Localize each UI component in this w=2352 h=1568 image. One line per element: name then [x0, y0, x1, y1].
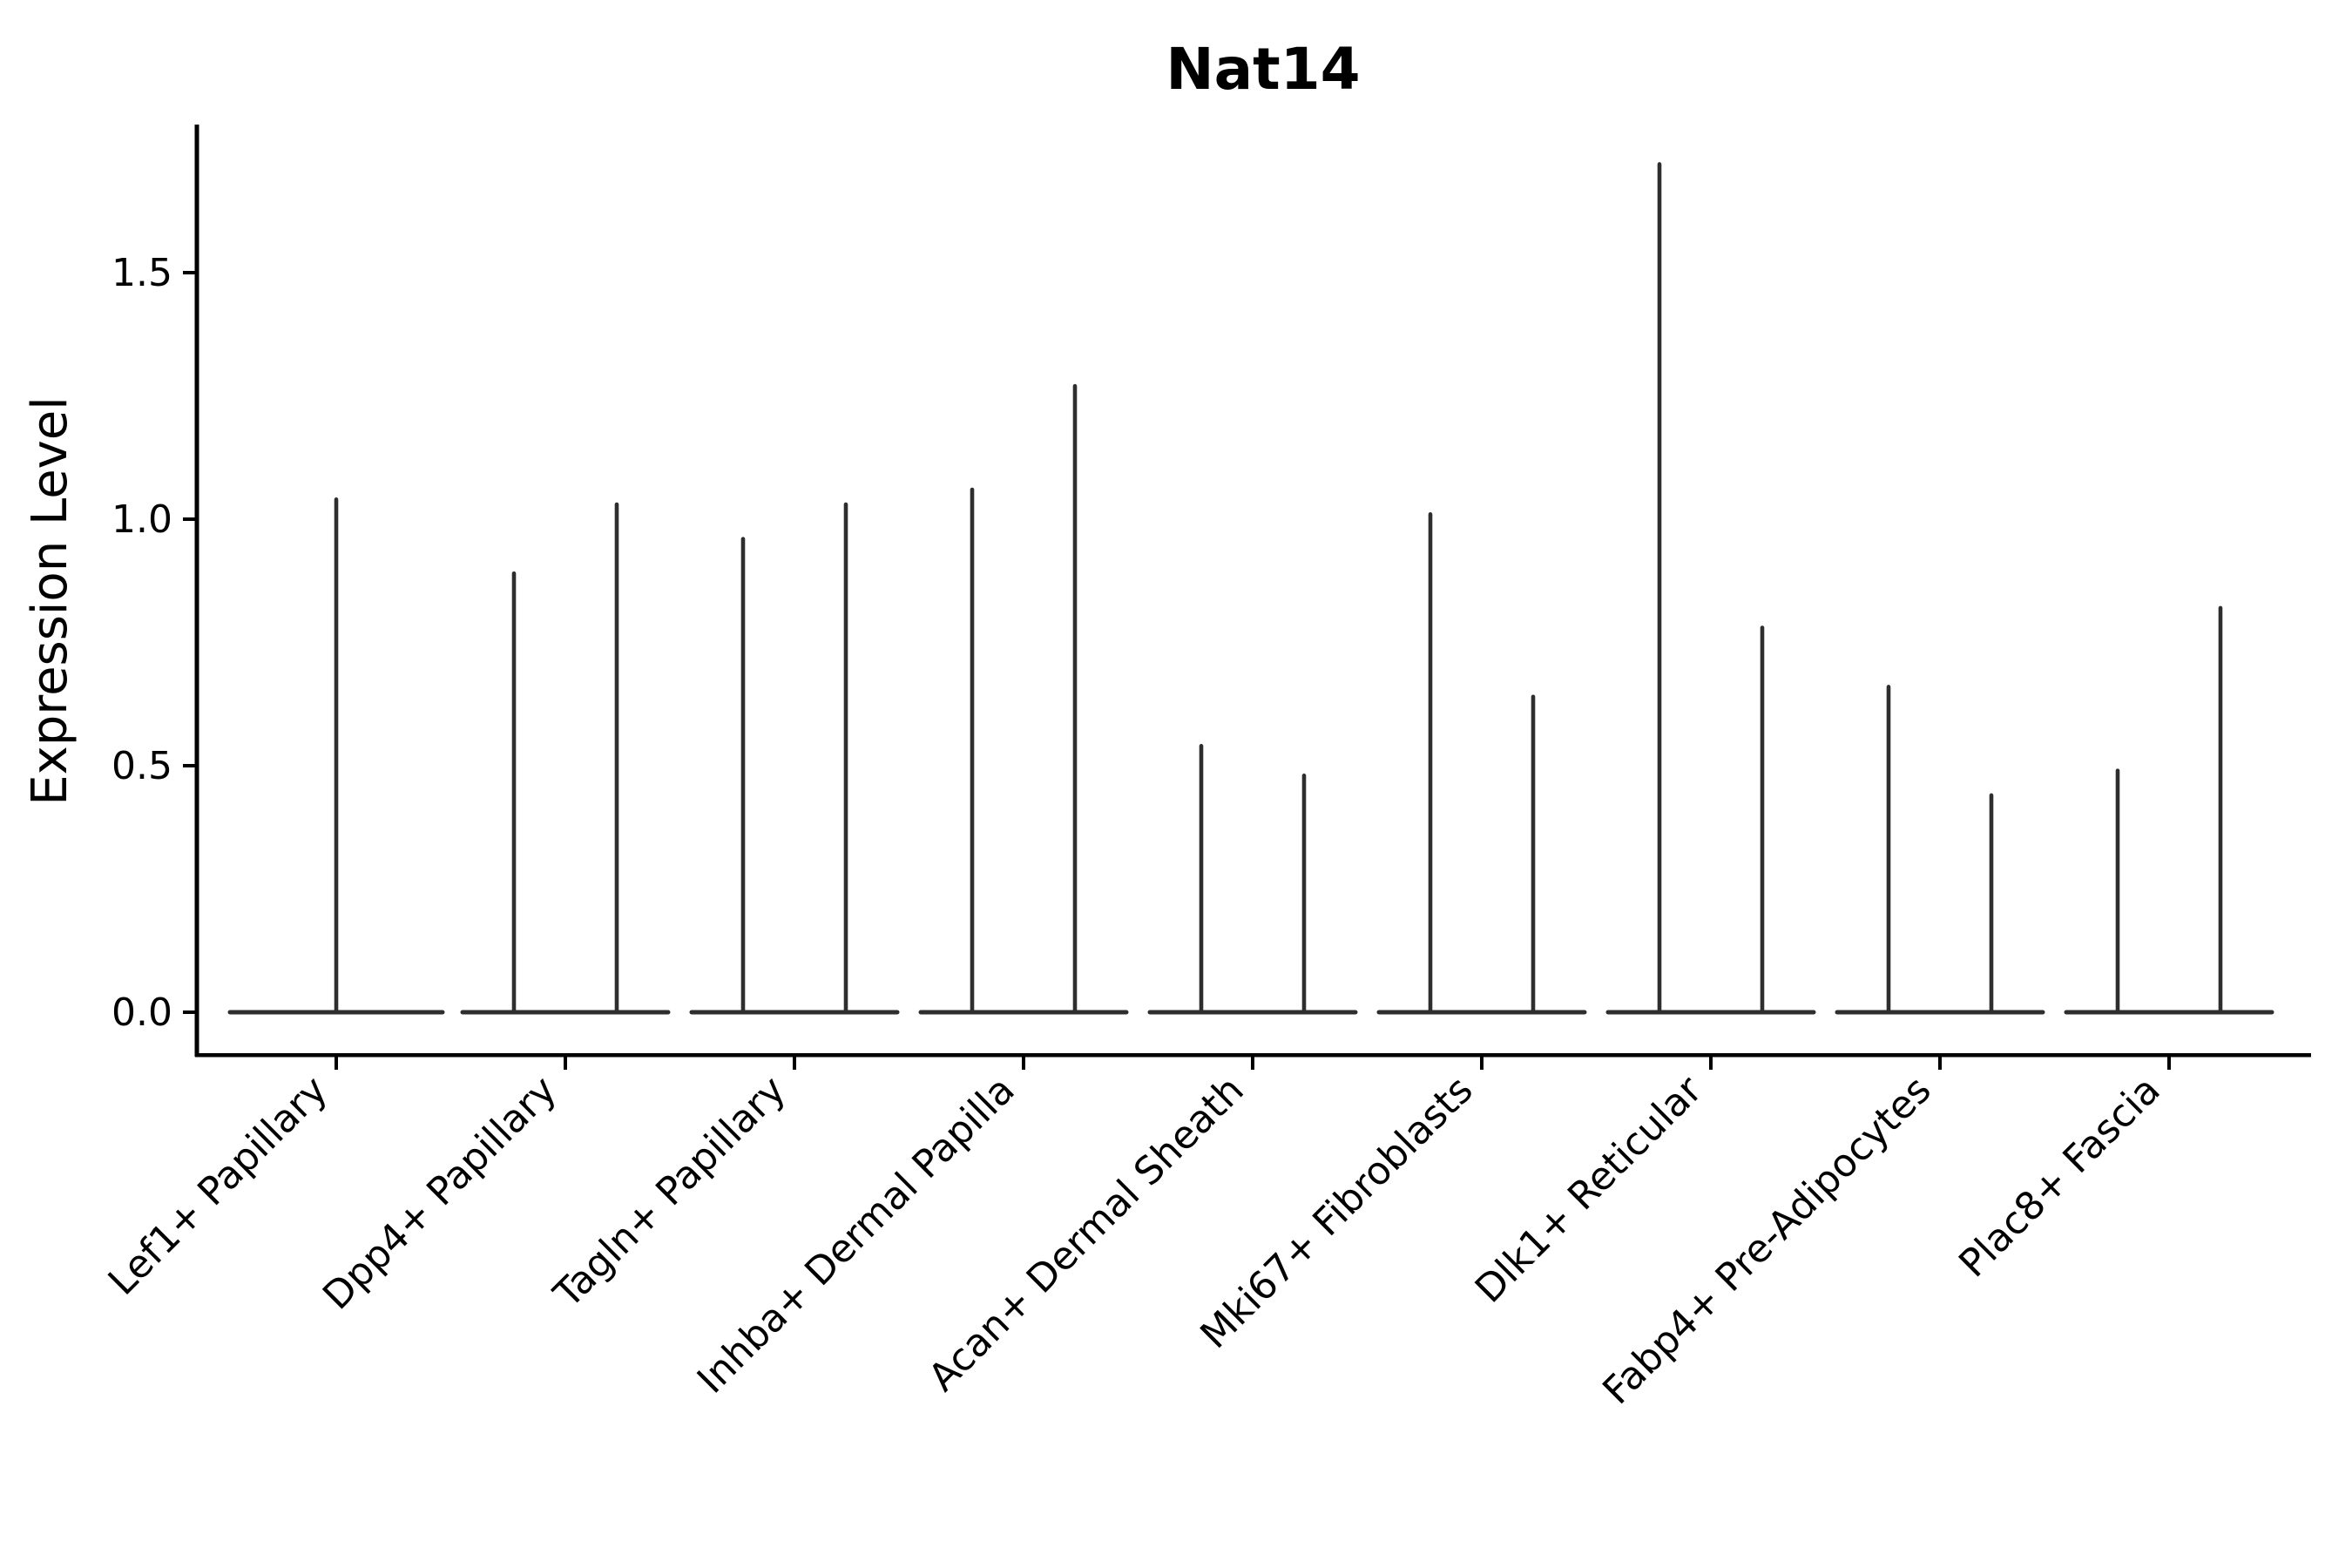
violin-group [1835, 685, 2045, 1015]
violin-group [689, 502, 900, 1015]
y-tick-label: 1.5 [112, 251, 172, 295]
y-tick-label: 0.0 [112, 990, 172, 1035]
x-tick-label: Lef1+ Papillary [100, 1068, 336, 1304]
chart-title: Nat14 [1166, 36, 1360, 103]
x-tick-label: Plac8+ Fascia [1950, 1068, 2169, 1287]
x-tick-label: Dlk1+ Reticular [1467, 1067, 1712, 1312]
violin-group [460, 502, 671, 1015]
violin-group [1147, 744, 1358, 1015]
y-axis: 0.0 0.5 1.0 1.5 [112, 251, 195, 1035]
y-tick-label: 1.0 [112, 497, 172, 542]
left-axis-spine [194, 125, 199, 1057]
violin-group [918, 383, 1129, 1015]
y-tick-label: 0.5 [112, 744, 172, 788]
violins-layer [227, 162, 2274, 1015]
bottom-axis-spine [195, 1053, 2311, 1058]
x-tick-label: Tagln+ Papillary [545, 1068, 794, 1317]
x-tick-label: Dpp4+ Papillary [314, 1068, 565, 1319]
violin-group [227, 497, 445, 1015]
violin-group [1376, 512, 1587, 1015]
violin-group [1605, 162, 1816, 1015]
violin-group [2064, 605, 2274, 1015]
y-axis-label: Expression Level [22, 396, 78, 806]
